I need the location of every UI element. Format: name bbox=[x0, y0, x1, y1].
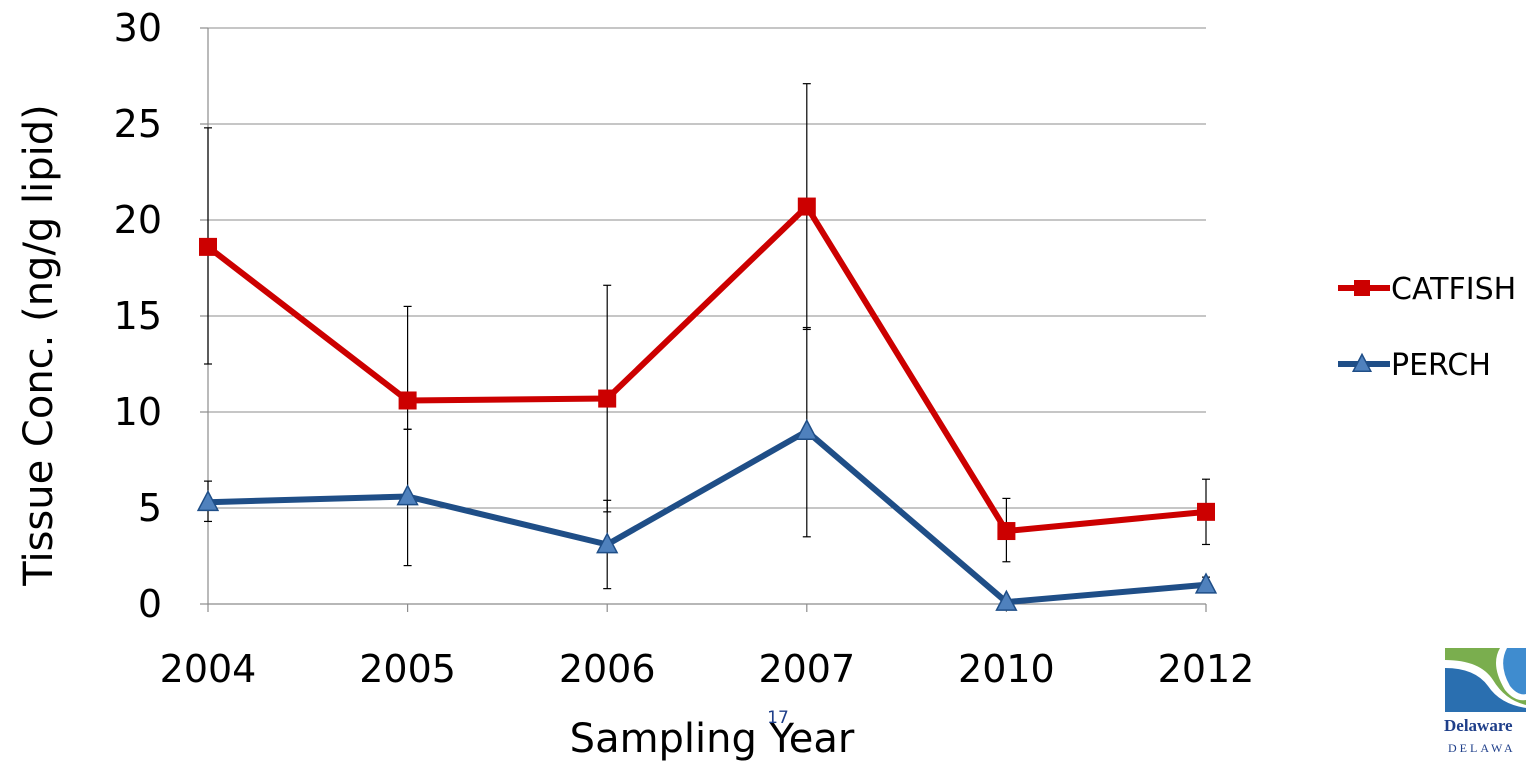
y-tick-label: 10 bbox=[114, 390, 162, 434]
y-tick-labels: 0 5 10 15 20 25 30 bbox=[114, 6, 162, 626]
catfish-marker bbox=[398, 391, 417, 410]
gridlines bbox=[208, 27, 1206, 509]
legend-label: CATFISH bbox=[1391, 272, 1516, 307]
y-tick-label: 15 bbox=[114, 294, 162, 338]
series-markers bbox=[196, 197, 1218, 611]
perch-marker bbox=[1194, 572, 1218, 594]
x-tick-labels: 2004 2005 2006 2007 2010 2012 bbox=[160, 647, 1255, 691]
page-number: 17 bbox=[767, 708, 789, 728]
x-tick-label: 2007 bbox=[758, 647, 855, 691]
perch-marker bbox=[795, 418, 818, 441]
x-tick-label: 2012 bbox=[1158, 647, 1255, 691]
delaware-logo: Delaware DELAWA bbox=[1444, 648, 1526, 755]
legend-marker bbox=[1351, 352, 1373, 372]
catfish-marker bbox=[1197, 502, 1215, 521]
y-tick-label: 5 bbox=[138, 486, 162, 530]
logo-subtitle: DELAWA bbox=[1448, 741, 1516, 755]
x-tick-label: 2005 bbox=[359, 647, 456, 691]
y-tick-label: 20 bbox=[114, 198, 162, 242]
series-lines bbox=[206, 203, 1207, 606]
legend: CATFISH PERCH bbox=[1338, 272, 1516, 383]
catfish-marker bbox=[199, 237, 217, 256]
y-tick-label: 0 bbox=[138, 582, 162, 626]
y-axis-title: Tissue Conc. (ng/g lipid) bbox=[16, 104, 62, 587]
legend-label: PERCH bbox=[1391, 348, 1491, 383]
x-tick-label: 2006 bbox=[559, 647, 656, 691]
x-tick-label: 2004 bbox=[160, 647, 257, 691]
logo-name: Delaware bbox=[1444, 716, 1513, 735]
y-tick-label: 30 bbox=[114, 6, 162, 50]
legend-marker bbox=[1354, 280, 1370, 296]
x-tick-label: 2010 bbox=[958, 647, 1055, 691]
perch-marker bbox=[596, 532, 619, 554]
perch-line bbox=[207, 428, 1207, 606]
perch-marker bbox=[196, 489, 220, 512]
catfish-marker bbox=[797, 197, 816, 216]
perch-marker bbox=[396, 484, 419, 506]
catfish-marker bbox=[598, 389, 617, 408]
catfish-marker bbox=[997, 522, 1016, 541]
x-axis-title: Sampling Year bbox=[570, 716, 855, 761]
perch-marker bbox=[995, 589, 1018, 611]
catfish-line bbox=[206, 203, 1207, 535]
y-tick-label: 25 bbox=[114, 102, 162, 146]
